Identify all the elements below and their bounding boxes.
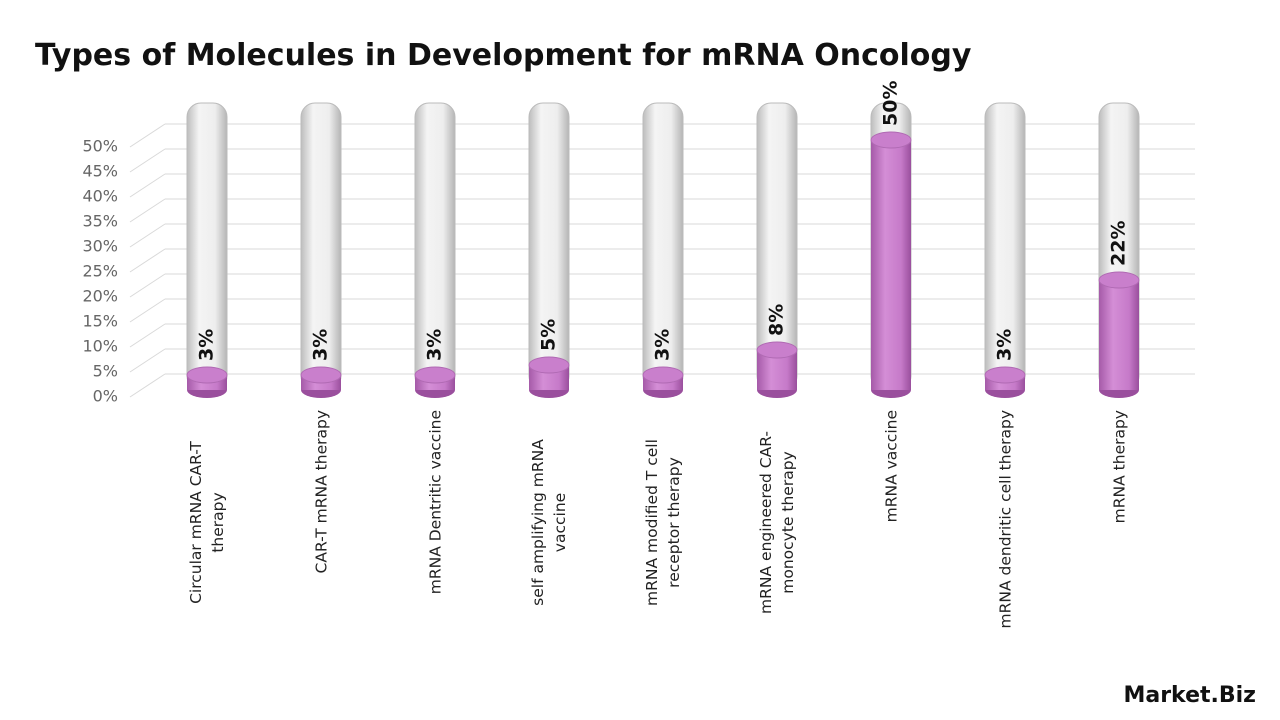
y-tick-label: 40%: [82, 187, 118, 206]
grid-line-side: [129, 323, 166, 348]
bar-top: [414, 366, 456, 384]
y-tick-label: 30%: [82, 237, 118, 256]
grid-line-side: [129, 198, 166, 223]
x-tick-label: mRNA engineered CAR-monocyte therapy: [757, 431, 797, 614]
grid-line-side: [129, 173, 166, 198]
y-tick-label: 50%: [82, 137, 118, 156]
bar-top: [984, 366, 1026, 384]
x-tick-label: mRNA modified T cell receptor therapy: [643, 439, 683, 606]
x-tick-label: self amplifying mRNA vaccine: [529, 439, 569, 606]
value-label: 3%: [196, 329, 218, 361]
value-label: 3%: [652, 329, 674, 361]
grid-line-side: [129, 298, 166, 323]
bar-top: [528, 356, 570, 374]
y-tick-label: 35%: [82, 212, 118, 231]
grid-line-side: [129, 223, 166, 248]
grid-line-side: [129, 148, 166, 173]
value-label: 8%: [766, 304, 788, 336]
value-label: 3%: [994, 329, 1016, 361]
y-tick-label: 25%: [82, 262, 118, 281]
y-tick-label: 45%: [82, 162, 118, 181]
value-label: 5%: [538, 319, 560, 351]
y-tick-label: 0%: [93, 387, 118, 406]
y-tick-label: 10%: [82, 337, 118, 356]
y-tick-label: 5%: [93, 362, 118, 381]
y-tick-label: 20%: [82, 287, 118, 306]
bar-top: [186, 366, 228, 384]
value-label: 22%: [1108, 221, 1130, 266]
x-tick-label: Circular mRNA CAR-T therapy: [187, 441, 227, 604]
bar-top: [1098, 271, 1140, 289]
bar-top: [642, 366, 684, 384]
value-label: 3%: [310, 329, 332, 361]
grid-line-side: [129, 273, 166, 298]
chart-title: Types of Molecules in Development for mR…: [35, 38, 972, 73]
x-tick-label: mRNA therapy: [1110, 410, 1128, 524]
grid-line-side: [129, 373, 166, 398]
grid-line-side: [129, 123, 166, 148]
grid-line-side: [129, 248, 166, 273]
bar: [1099, 280, 1139, 390]
bar: [871, 140, 911, 390]
value-label: 50%: [880, 81, 902, 126]
x-tick-label: mRNA Dentritic vaccine: [426, 410, 444, 595]
watermark: Market.Biz: [1123, 683, 1256, 708]
x-tick-label: mRNA vaccine: [882, 410, 900, 523]
bar-top: [300, 366, 342, 384]
grid-line-side: [129, 348, 166, 373]
y-tick-label: 15%: [82, 312, 118, 331]
value-label: 3%: [424, 329, 446, 361]
bar-top: [870, 131, 912, 149]
x-tick-label: CAR-T mRNA therapy: [312, 410, 330, 574]
x-tick-label: mRNA dendritic cell therapy: [996, 410, 1014, 629]
bar-top: [756, 341, 798, 359]
